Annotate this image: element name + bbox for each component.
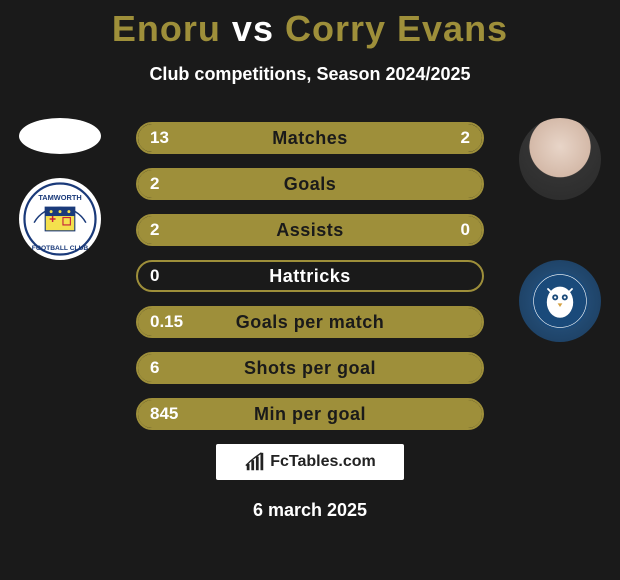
vs-label: vs	[232, 8, 274, 49]
stat-label: Hattricks	[138, 262, 482, 290]
player1-club-badge: TAMWORTH FOOTBALL CLUB	[19, 178, 101, 260]
stat-row: Shots per goal6	[136, 352, 484, 384]
player2-name: Corry Evans	[285, 8, 508, 49]
stat-label: Assists	[138, 216, 482, 244]
stat-value-left: 6	[150, 354, 159, 382]
comparison-date: 6 march 2025	[0, 500, 620, 521]
chart-icon	[244, 451, 266, 473]
stat-value-left: 2	[150, 170, 159, 198]
svg-text:FOOTBALL CLUB: FOOTBALL CLUB	[32, 245, 89, 252]
subtitle: Club competitions, Season 2024/2025	[0, 64, 620, 85]
svg-text:TAMWORTH: TAMWORTH	[38, 193, 81, 202]
stat-value-right: 2	[461, 124, 470, 152]
player2-club-badge	[519, 260, 601, 342]
stat-value-left: 0	[150, 262, 159, 290]
stat-value-left: 845	[150, 400, 178, 428]
stat-label: Min per goal	[138, 400, 482, 428]
stat-row: Assists2 0	[136, 214, 484, 246]
player2-photo	[519, 118, 601, 200]
stats-container: Matches132Goals2Assists20Hattricks0Goals…	[136, 122, 484, 444]
stat-row: Min per goal845	[136, 398, 484, 430]
footer-site-badge[interactable]: FcTables.com	[216, 444, 404, 480]
stat-label: Goals per match	[138, 308, 482, 336]
oldham-badge-icon	[530, 271, 590, 331]
stat-row: Goals2	[136, 168, 484, 200]
tamworth-badge-icon: TAMWORTH FOOTBALL CLUB	[23, 182, 97, 256]
stat-value-left: 13	[150, 124, 169, 152]
stat-row: Goals per match0.15	[136, 306, 484, 338]
player1-photo	[19, 118, 101, 154]
footer-site-label: FcTables.com	[270, 453, 376, 471]
stat-row: Hattricks0	[136, 260, 484, 292]
player1-name: Enoru	[112, 8, 221, 49]
stat-label: Shots per goal	[138, 354, 482, 382]
comparison-title: Enoru vs Corry Evans	[0, 0, 620, 50]
stat-value-left: 0.15	[150, 308, 183, 336]
stat-label: Matches	[138, 124, 482, 152]
stat-value-right: 0	[461, 216, 470, 244]
stat-row: Matches13 2	[136, 122, 484, 154]
stat-value-left: 2	[150, 216, 159, 244]
stat-label: Goals	[138, 170, 482, 198]
